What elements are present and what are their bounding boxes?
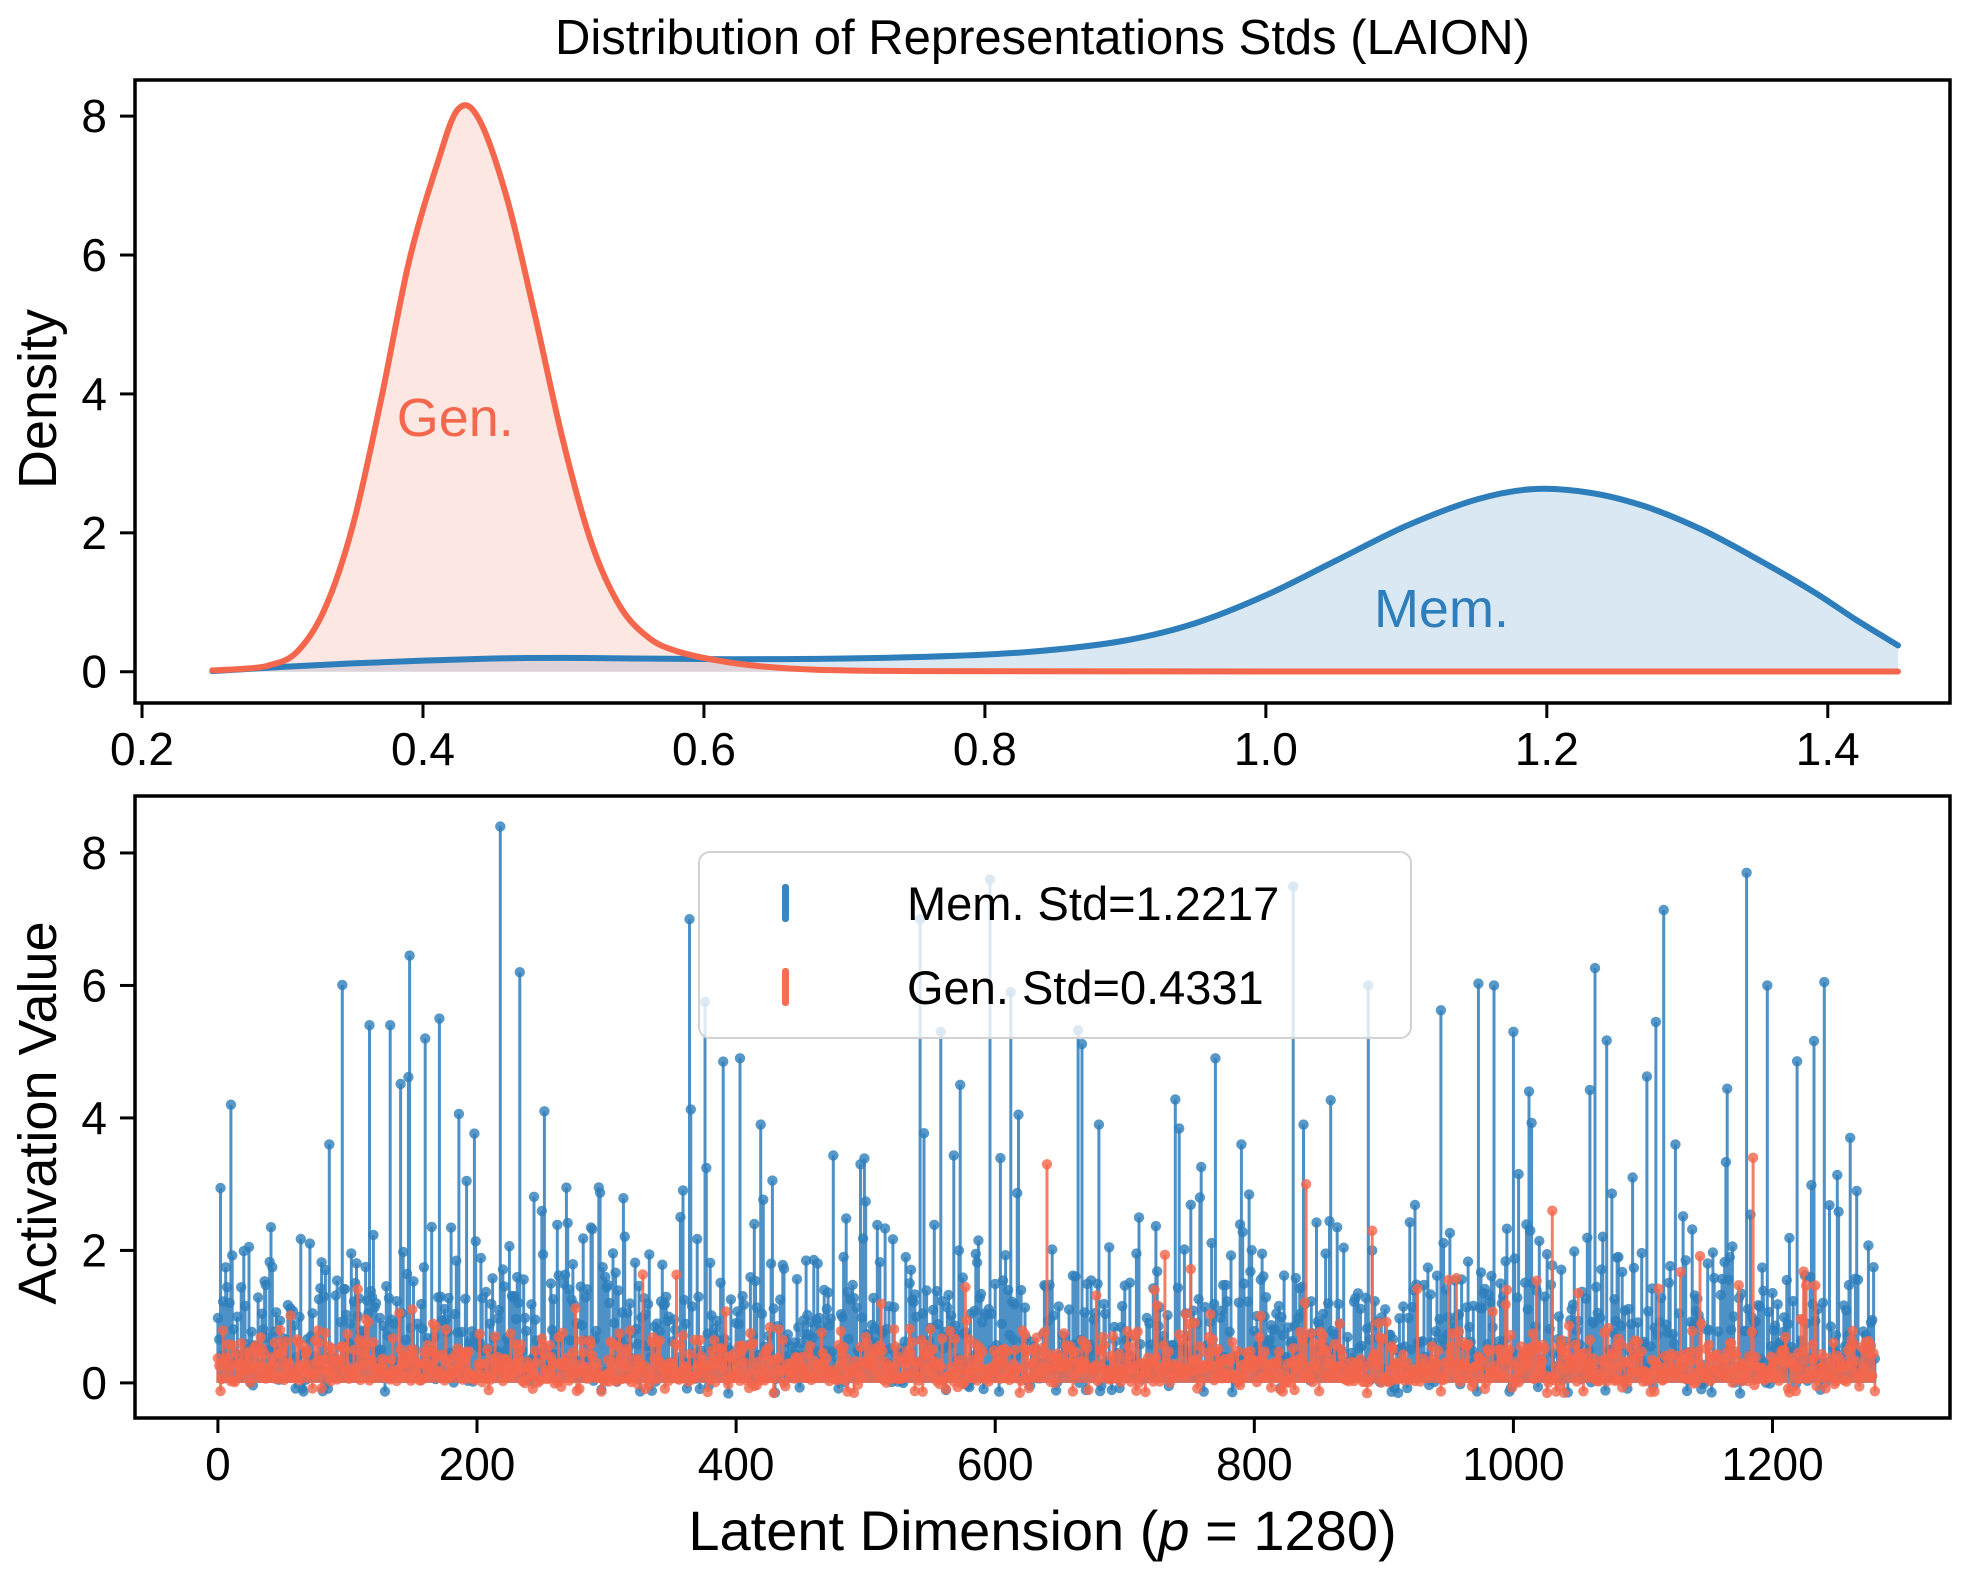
density-y-tick-label: 8 bbox=[81, 90, 107, 142]
bottom-y-axis-label: Activation Value bbox=[8, 921, 68, 1305]
density-axes: 0.2 0.4 0.6 0.8 1.0 1.2 1.4 0 2 4 6 8 bbox=[81, 78, 1952, 775]
stem-panel bbox=[212, 821, 1881, 1399]
density-x-tick-label: 1.0 bbox=[1234, 723, 1298, 775]
density-y-tick-label: 4 bbox=[81, 368, 107, 420]
mem-kde-fill bbox=[212, 488, 1898, 672]
gen-stem-marker-icon bbox=[782, 968, 789, 1006]
mem-stem-marker-icon bbox=[782, 884, 789, 922]
activation-y-tick-label: 6 bbox=[81, 959, 107, 1011]
density-x-tick-label: 0.6 bbox=[672, 723, 736, 775]
density-x-tick-label: 0.8 bbox=[953, 723, 1017, 775]
annotation-mem: Mem. bbox=[1373, 579, 1509, 640]
x-axis-label-suffix: = 1280) bbox=[1189, 1499, 1397, 1562]
gen-stems bbox=[212, 1152, 1881, 1399]
activation-y-tick-label: 0 bbox=[81, 1357, 107, 1409]
density-x-tick-label: 1.4 bbox=[1796, 723, 1860, 775]
activation-axes: 0 200 400 600 800 1000 1200 0 2 4 6 8 bbox=[81, 794, 1952, 1490]
annotation-gen: Gen. bbox=[396, 388, 514, 449]
top-y-axis-label: Density bbox=[8, 308, 68, 490]
legend-label-gen: Gen. Std=0.4331 bbox=[907, 960, 1264, 1014]
density-x-tick-label: 0.2 bbox=[110, 723, 174, 775]
activation-x-tick-label: 0 bbox=[205, 1438, 231, 1490]
x-axis-label-variable: p bbox=[1158, 1499, 1190, 1562]
activation-y-tick-label: 8 bbox=[81, 827, 107, 879]
density-frame bbox=[133, 78, 1952, 705]
density-y-tick-label: 2 bbox=[81, 507, 107, 559]
activation-x-tick-label: 1200 bbox=[1721, 1438, 1823, 1490]
legend-box: Mem. Std=1.2217 Gen. Std=0.4331 bbox=[698, 851, 1412, 1039]
activation-x-tick-label: 800 bbox=[1216, 1438, 1293, 1490]
activation-y-tick-label: 2 bbox=[81, 1224, 107, 1276]
activation-x-tick-label: 1000 bbox=[1462, 1438, 1564, 1490]
legend-row-mem: Mem. Std=1.2217 bbox=[700, 863, 1410, 943]
density-y-tick-label: 6 bbox=[81, 229, 107, 281]
gen-kde-line bbox=[209, 102, 1901, 675]
density-x-tick-label: 0.4 bbox=[391, 723, 455, 775]
bottom-x-axis-label: Latent Dimension (p = 1280) bbox=[135, 1498, 1950, 1563]
legend-row-gen: Gen. Std=0.4331 bbox=[700, 947, 1410, 1027]
density-panel bbox=[209, 102, 1901, 675]
mem-kde-line bbox=[209, 485, 1901, 675]
activation-x-tick-label: 200 bbox=[439, 1438, 516, 1490]
density-x-tick-label: 1.2 bbox=[1515, 723, 1579, 775]
chart-title: Distribution of Representations Stds (LA… bbox=[555, 11, 1530, 65]
activation-y-tick-label: 4 bbox=[81, 1092, 107, 1144]
activation-x-tick-label: 600 bbox=[957, 1438, 1034, 1490]
legend-label-mem: Mem. Std=1.2217 bbox=[907, 876, 1280, 930]
x-axis-label-prefix: Latent Dimension ( bbox=[688, 1499, 1159, 1562]
density-y-tick-label: 0 bbox=[81, 646, 107, 698]
activation-frame bbox=[133, 794, 1952, 1420]
activation-x-tick-label: 400 bbox=[698, 1438, 775, 1490]
